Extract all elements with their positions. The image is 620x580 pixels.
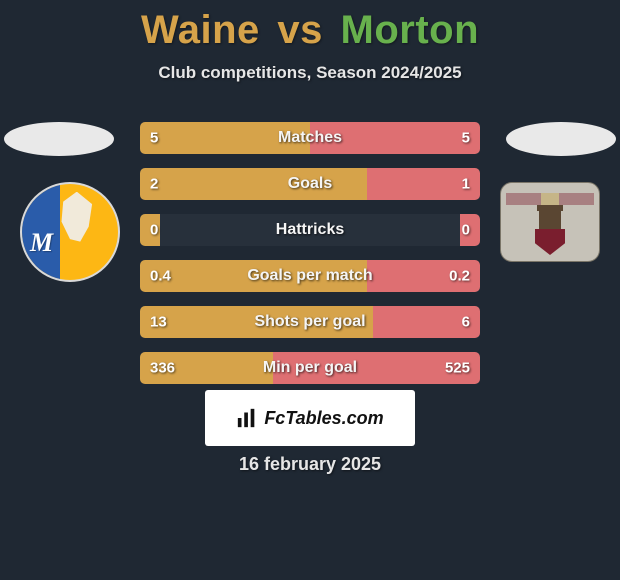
stat-bars-container: 5 Matches 5 2 Goals 1 0 Hattricks 0 0.4 Goals per … <box>140 122 480 398</box>
stat-row: 13 Shots per goal 6 <box>140 306 480 338</box>
stat-label: Hattricks <box>276 221 344 239</box>
stat-label: Goals per match <box>247 267 372 285</box>
attribution-badge: FcTables.com <box>205 390 415 446</box>
stat-value-left: 0.4 <box>150 268 171 285</box>
player2-club-crest <box>500 182 600 262</box>
stat-value-left: 336 <box>150 360 175 377</box>
stat-row: 5 Matches 5 <box>140 122 480 154</box>
stat-bar-left <box>140 168 367 200</box>
subtitle: Club competitions, Season 2024/2025 <box>0 63 620 83</box>
stat-label: Goals <box>288 175 332 193</box>
title-player1: Waine <box>141 8 260 52</box>
stat-label: Min per goal <box>263 359 357 377</box>
stat-value-right: 0 <box>462 222 470 239</box>
player2-head-placeholder <box>506 122 616 156</box>
stat-value-left: 5 <box>150 130 158 147</box>
stat-value-left: 0 <box>150 222 158 239</box>
stat-row: 0 Hattricks 0 <box>140 214 480 246</box>
date-label: 16 february 2025 <box>0 454 620 475</box>
stat-label: Shots per goal <box>254 313 365 331</box>
stat-label: Matches <box>278 129 342 147</box>
player1-club-crest: M <box>20 182 120 282</box>
bars-icon <box>236 407 258 429</box>
crest-stripe <box>506 193 594 205</box>
attribution-text: FcTables.com <box>264 408 383 429</box>
stat-row: 2 Goals 1 <box>140 168 480 200</box>
stat-value-right: 525 <box>445 360 470 377</box>
title-vs: vs <box>277 8 323 52</box>
stat-value-left: 13 <box>150 314 167 331</box>
title: Waine vs Morton <box>0 0 620 53</box>
title-player2: Morton <box>341 8 480 52</box>
stat-value-right: 6 <box>462 314 470 331</box>
crest-letter: M <box>30 228 53 258</box>
player1-head-placeholder <box>4 122 114 156</box>
stat-value-left: 2 <box>150 176 158 193</box>
stat-value-right: 5 <box>462 130 470 147</box>
stat-value-right: 1 <box>462 176 470 193</box>
crest-shield <box>535 229 565 255</box>
stat-row: 0.4 Goals per match 0.2 <box>140 260 480 292</box>
stat-value-right: 0.2 <box>449 268 470 285</box>
stat-row: 336 Min per goal 525 <box>140 352 480 384</box>
